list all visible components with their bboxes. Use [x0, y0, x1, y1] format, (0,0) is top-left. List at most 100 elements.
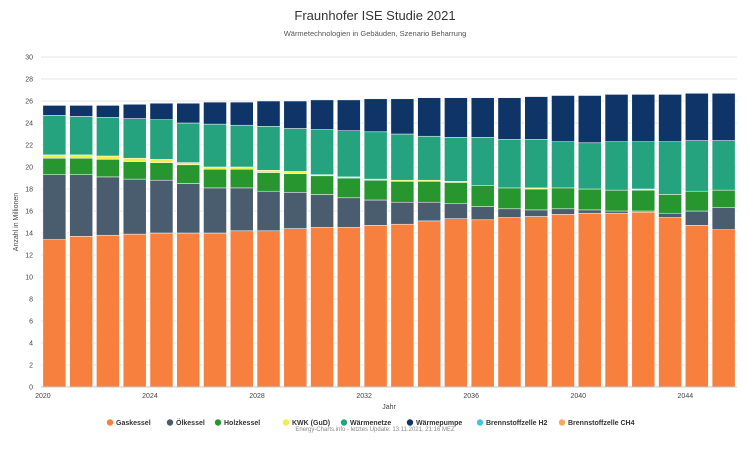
legend-marker — [340, 419, 348, 426]
bar-segment — [417, 181, 441, 203]
legend-item[interactable]: Holzkessel — [214, 419, 260, 427]
bar-segment — [524, 216, 548, 388]
bar-segment — [551, 95, 575, 142]
legend-marker — [558, 419, 566, 426]
legend-label: Brennstoffzelle CH4 — [568, 420, 635, 427]
bar-segment — [149, 179, 174, 234]
bar-segment — [685, 93, 709, 141]
bar-segment — [310, 129, 334, 175]
bar-segment — [685, 190, 709, 212]
bar-segment — [203, 101, 227, 125]
bar-segment — [69, 157, 93, 175]
bar-segment — [337, 227, 361, 388]
bar-segment — [551, 214, 575, 388]
bar-segment — [203, 166, 227, 170]
bar-segment — [524, 209, 548, 217]
bar-segment — [711, 229, 736, 388]
bar-segment — [256, 190, 281, 232]
bar-segment — [122, 233, 147, 388]
y-tick-label: 2 — [29, 363, 33, 370]
bar-segment — [363, 131, 388, 180]
bar-segment — [444, 97, 468, 138]
legend-marker — [476, 419, 484, 426]
legend-marker — [406, 419, 414, 426]
bar-segment — [149, 119, 174, 160]
bar-segment — [337, 177, 361, 199]
bar-segment — [631, 94, 656, 142]
bar-segment — [417, 135, 441, 181]
legend-label: Holzkessel — [224, 420, 260, 427]
legend-label: Ölkessel — [176, 418, 205, 427]
y-tick-label: 12 — [25, 253, 33, 260]
bar-segment — [711, 140, 736, 191]
bar-segment — [337, 130, 361, 178]
bar-segment — [417, 201, 441, 222]
bar-segment — [363, 98, 388, 133]
bar-segment — [42, 157, 67, 175]
legend-marker — [106, 419, 114, 426]
bar-segment — [551, 187, 575, 210]
bar-segment — [363, 199, 388, 226]
bar-segment — [69, 174, 93, 237]
bar-segment — [497, 97, 522, 140]
bar-segment — [176, 164, 200, 184]
legend-item[interactable]: Wärmepumpe — [406, 419, 463, 427]
bar-segment — [685, 140, 709, 192]
bar-segment — [578, 95, 602, 144]
legend-item[interactable]: Wärmenetze — [340, 419, 392, 427]
bar-segment — [203, 187, 227, 234]
bar-segment — [685, 210, 709, 226]
legend-item[interactable]: Gaskessel — [106, 419, 151, 427]
bar-segment — [283, 173, 308, 193]
y-tick-label: 16 — [25, 209, 33, 216]
legend-label: Wärmepumpe — [416, 420, 462, 427]
bar-segment — [470, 185, 495, 207]
bar-segment — [283, 171, 308, 174]
legend-item[interactable]: KWK (GuD) — [282, 419, 330, 427]
bar-segment — [149, 232, 174, 388]
bar-segment — [283, 128, 308, 172]
bar-segment — [230, 101, 254, 126]
bar-segment — [176, 162, 200, 166]
bar-segment — [203, 123, 227, 168]
bar-segment — [524, 188, 548, 211]
bar-segment — [417, 97, 441, 137]
bar-segment — [444, 203, 468, 219]
bar-segment — [122, 178, 147, 235]
legend-item[interactable]: Brennstoffzelle H2 — [476, 419, 548, 427]
y-tick-label: 10 — [25, 275, 33, 282]
y-tick-label: 20 — [25, 165, 33, 172]
bar-segment — [470, 137, 495, 186]
x-tick-label: 2028 — [249, 393, 265, 400]
bar-segment — [390, 181, 415, 203]
bar-segment — [337, 197, 361, 228]
bar-segment — [470, 206, 495, 221]
bar-segment — [256, 230, 281, 388]
bar-segment — [524, 96, 548, 140]
legend-label: Wärmenetze — [350, 420, 391, 427]
legend-item[interactable]: Ölkessel — [166, 418, 205, 427]
x-tick-label: 2020 — [35, 393, 51, 400]
bar-segment — [230, 168, 254, 189]
bar-segment — [122, 104, 147, 119]
x-tick-label: 2032 — [356, 393, 372, 400]
chart-subtitle: Wärmetechnologien in Gebäuden, Szenario … — [284, 29, 467, 38]
bar-segment — [337, 99, 361, 131]
bar-segment — [69, 116, 93, 156]
bar-segment — [69, 154, 93, 159]
bar-segment — [497, 208, 522, 218]
x-tick-label: 2024 — [142, 393, 158, 400]
bar-segment — [256, 170, 281, 173]
bar-segment — [69, 236, 93, 388]
legend-label: Brennstoffzelle H2 — [486, 420, 548, 427]
bar-segment — [149, 162, 174, 181]
bar-segment — [203, 232, 227, 388]
bar-segment — [149, 159, 174, 163]
bar-segment — [256, 126, 281, 171]
bar-segment — [444, 182, 468, 204]
legend-item[interactable]: Brennstoffzelle CH4 — [558, 419, 635, 427]
bar-segment — [711, 189, 736, 208]
legend: Gaskessel Ölkessel Holzkessel KWK (GuD) Wärm… — [106, 418, 635, 427]
bar-segment — [176, 183, 200, 234]
bar-segment — [283, 228, 308, 388]
